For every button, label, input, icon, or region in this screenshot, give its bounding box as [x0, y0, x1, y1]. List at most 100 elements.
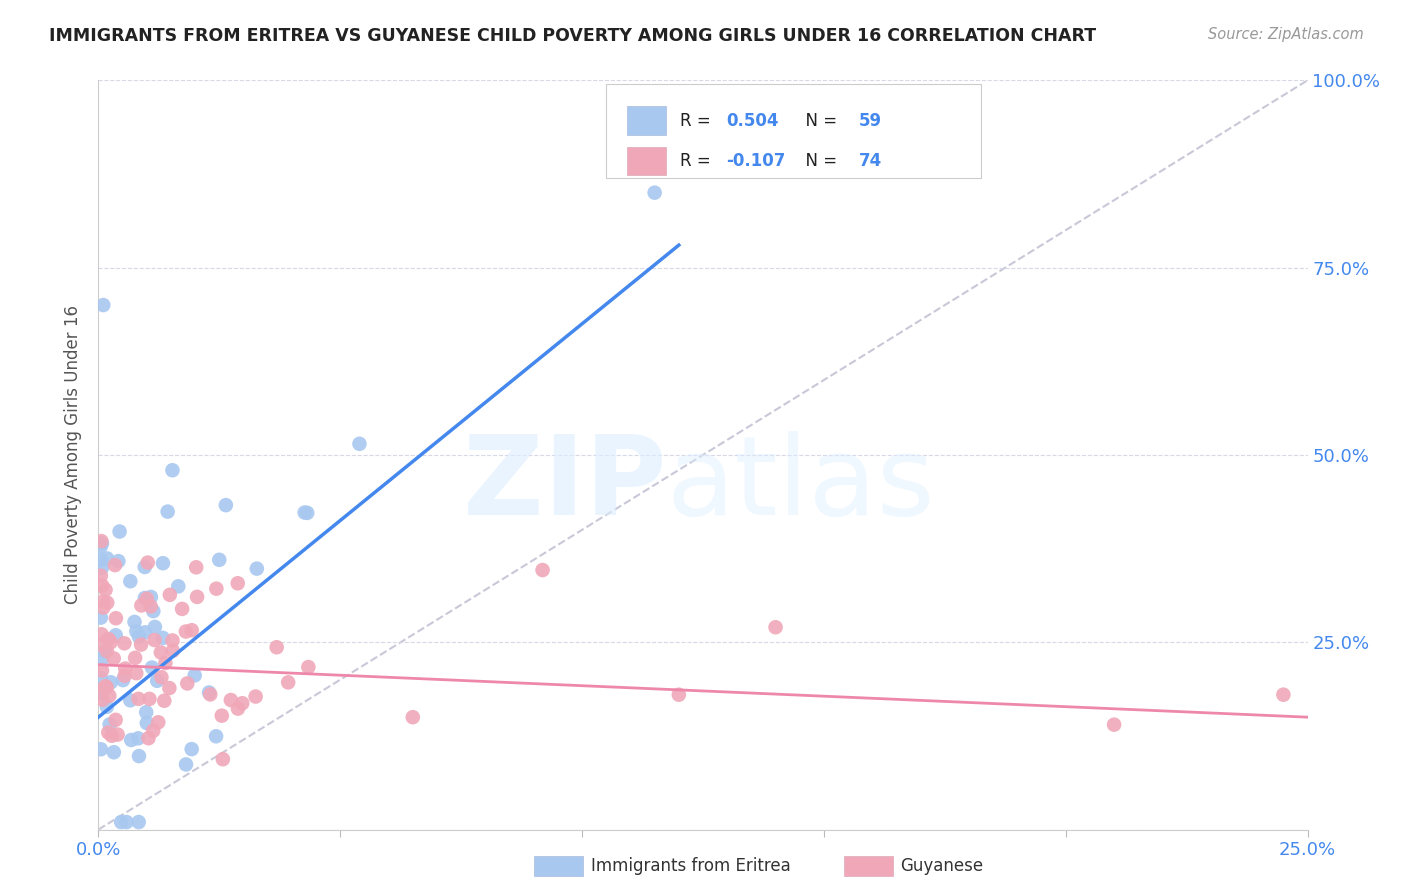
Point [266, 640, 288, 655]
Point [205, 729, 228, 743]
Point [101, 729, 124, 743]
Point [139, 590, 162, 604]
Point [90, 742, 112, 756]
Point [135, 591, 157, 606]
Y-axis label: Child Poverty Among Girls Under 16: Child Poverty Among Girls Under 16 [65, 305, 83, 605]
Point [162, 644, 184, 658]
Point [91, 692, 114, 706]
Point [90, 685, 112, 699]
Point [174, 757, 197, 772]
Point [90, 561, 112, 575]
Point [91, 594, 114, 608]
Point [134, 591, 156, 605]
Point [200, 687, 222, 701]
FancyBboxPatch shape [606, 84, 981, 178]
Point [157, 681, 180, 695]
Point [277, 675, 299, 690]
Text: R =: R = [681, 152, 716, 170]
Point [96, 681, 118, 695]
Point [644, 186, 666, 200]
Point [297, 506, 319, 520]
Point [94, 679, 117, 693]
Point [136, 556, 159, 570]
FancyBboxPatch shape [627, 147, 665, 175]
Point [128, 630, 150, 644]
Point [108, 524, 131, 539]
Point [208, 553, 231, 567]
Point [91, 298, 114, 312]
Point [103, 745, 125, 759]
Point [120, 733, 142, 747]
Point [156, 505, 179, 519]
Point [91, 664, 114, 678]
Point [180, 624, 202, 638]
Point [100, 675, 122, 690]
Point [153, 694, 176, 708]
Point [134, 625, 156, 640]
Point [90, 627, 112, 641]
Point [97, 725, 120, 739]
Point [91, 536, 114, 550]
Point [152, 556, 174, 570]
Point [96, 596, 118, 610]
Point [226, 576, 249, 591]
Point [531, 563, 554, 577]
Point [219, 693, 242, 707]
Point [765, 620, 787, 634]
Point [167, 579, 190, 593]
Point [112, 636, 135, 650]
Point [124, 651, 146, 665]
Point [94, 681, 117, 696]
Point [162, 463, 184, 477]
Point [128, 815, 150, 830]
Point [212, 752, 235, 766]
Point [127, 731, 149, 746]
Point [103, 651, 125, 665]
Point [198, 685, 221, 699]
Point [127, 691, 149, 706]
Point [100, 635, 122, 649]
Point [138, 692, 160, 706]
Point [91, 579, 114, 593]
Text: Guyanese: Guyanese [900, 857, 983, 875]
Point [97, 632, 120, 646]
Point [107, 554, 129, 568]
Point [110, 815, 132, 830]
Point [115, 815, 138, 830]
Point [172, 602, 194, 616]
Point [90, 534, 112, 549]
Point [150, 670, 173, 684]
Point [176, 676, 198, 690]
Point [143, 620, 166, 634]
Point [125, 666, 148, 681]
Text: IMMIGRANTS FROM ERITREA VS GUYANESE CHILD POVERTY AMONG GIRLS UNDER 16 CORRELATI: IMMIGRANTS FROM ERITREA VS GUYANESE CHIL… [49, 27, 1097, 45]
Point [155, 656, 177, 670]
Point [120, 693, 142, 707]
Point [96, 644, 118, 658]
Point [98, 689, 121, 703]
Point [349, 437, 371, 451]
Point [180, 742, 202, 756]
Point [104, 611, 127, 625]
Point [93, 681, 115, 695]
Point [246, 561, 269, 575]
Point [149, 645, 172, 659]
Point [120, 574, 142, 589]
Point [1102, 717, 1125, 731]
Text: -0.107: -0.107 [725, 152, 786, 170]
Point [135, 716, 157, 731]
Text: N =: N = [794, 152, 842, 170]
Text: Source: ZipAtlas.com: Source: ZipAtlas.com [1208, 27, 1364, 42]
Text: R =: R = [681, 112, 716, 129]
Point [104, 628, 127, 642]
Point [91, 651, 114, 665]
Point [174, 624, 197, 639]
Point [90, 568, 112, 582]
Point [143, 633, 166, 648]
Point [226, 701, 249, 715]
Text: 0.504: 0.504 [725, 112, 779, 129]
Point [148, 715, 170, 730]
Point [402, 710, 425, 724]
Point [294, 506, 316, 520]
Point [668, 688, 690, 702]
